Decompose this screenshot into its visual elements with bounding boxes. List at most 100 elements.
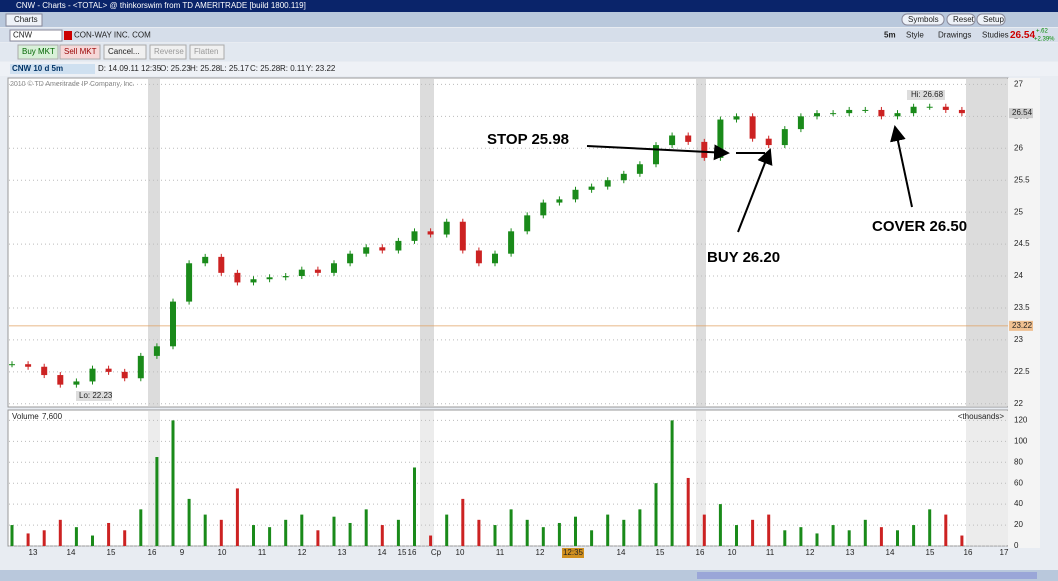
volume-bar <box>622 519 626 546</box>
order-button[interactable] <box>103 44 147 60</box>
volume-bar <box>493 525 497 546</box>
y-tick-label: 20 <box>1014 520 1023 529</box>
volume-bar <box>203 514 207 546</box>
arrow <box>890 125 913 208</box>
order-button[interactable] <box>149 44 187 60</box>
candle <box>733 116 740 120</box>
lo-label: Lo: 22.23 <box>79 391 113 400</box>
volume-bar <box>654 483 658 546</box>
candle <box>958 109 965 114</box>
session-shade <box>696 79 706 406</box>
volume-bar <box>928 509 932 546</box>
order-button[interactable] <box>189 44 225 60</box>
status-bar <box>0 570 1058 581</box>
info-bar <box>0 62 1058 76</box>
y-tick-label: 25.5 <box>1014 175 1030 184</box>
volume-bar <box>606 514 610 546</box>
candle <box>781 129 788 146</box>
candle <box>89 368 96 382</box>
candle <box>604 180 611 187</box>
x-tick-label: 14 <box>67 548 76 557</box>
order-button[interactable] <box>59 44 101 60</box>
volume-bar <box>187 498 191 546</box>
title-bar <box>0 0 1058 12</box>
candle <box>701 141 708 158</box>
candle <box>427 231 434 235</box>
window-button[interactable] <box>976 13 1006 26</box>
volume-bar <box>332 516 336 546</box>
candle <box>379 247 386 251</box>
candle <box>636 164 643 174</box>
window-button-label: Symbols <box>908 15 939 24</box>
info-field: R: 0.11 <box>280 64 306 73</box>
candle <box>765 138 772 146</box>
x-tick-label: 16 <box>408 548 417 557</box>
volume-title: Volume <box>12 412 39 421</box>
candle <box>121 371 128 379</box>
volume-bar <box>348 522 352 546</box>
volume-bar <box>686 477 690 546</box>
candle <box>588 186 595 190</box>
candle <box>572 189 579 200</box>
info-field: O: 25.23 <box>160 64 191 73</box>
x-tick-label: 17 <box>1000 548 1009 557</box>
y-tick-label: 0 <box>1014 541 1019 550</box>
candle <box>556 199 563 203</box>
order-bar <box>0 43 1058 61</box>
volume-bar <box>896 530 899 546</box>
candle <box>669 135 676 146</box>
change-pct: +2.39% <box>1034 37 1055 43</box>
x-tick-label: 11 <box>258 548 267 557</box>
order-button[interactable] <box>17 44 59 60</box>
order-button-label: Sell MKT <box>64 47 97 56</box>
candle <box>363 247 370 254</box>
candle <box>524 215 531 232</box>
volume-bar <box>541 527 545 546</box>
x-tick-label: 10 <box>728 548 737 557</box>
info-field: Y: 23.22 <box>306 64 336 73</box>
candle <box>73 381 80 385</box>
y-tick-label: 80 <box>1014 457 1023 466</box>
interval[interactable]: 5m <box>884 31 896 40</box>
y-tick-label: 23 <box>1014 335 1023 344</box>
x-tick-label: 14 <box>886 548 895 557</box>
candle <box>282 276 289 278</box>
candle <box>508 231 515 254</box>
candle <box>685 135 692 142</box>
x-tick-label: 10 <box>456 548 465 557</box>
style-button[interactable]: Style <box>906 31 924 40</box>
x-tick-label: 10 <box>218 548 227 557</box>
volume-bar <box>847 530 851 546</box>
volume-bar <box>912 525 916 546</box>
candle <box>749 116 756 139</box>
tab[interactable] <box>5 13 43 27</box>
y-tick-label: 22.5 <box>1014 367 1030 376</box>
prev-close-box <box>1009 320 1033 331</box>
drawings-button[interactable]: Drawings <box>938 31 971 40</box>
x-tick-label: 15 <box>107 548 116 557</box>
x-tick-label: 16 <box>696 548 705 557</box>
volume-bar <box>574 516 577 546</box>
window-title: CNW - Charts - <TOTAL> @ thinkorswim fro… <box>16 1 306 10</box>
candle <box>878 109 885 117</box>
x-tick-label: 16 <box>964 548 973 557</box>
x-tick-label: 11 <box>766 548 775 557</box>
order-button-label: Cancel... <box>108 47 140 56</box>
symbol-box[interactable] <box>9 29 63 42</box>
studies-button[interactable]: Studies <box>982 31 1009 40</box>
volume-bar <box>944 514 948 546</box>
candle <box>862 109 869 111</box>
window-button[interactable] <box>901 13 945 26</box>
volume-bar <box>670 420 674 546</box>
scrollbar[interactable] <box>697 572 1037 579</box>
window-button[interactable] <box>946 13 976 26</box>
x-tick-label: 13 <box>338 548 347 557</box>
candle <box>894 113 901 117</box>
volume-bar <box>58 519 62 546</box>
candle <box>331 263 337 273</box>
volume-bar <box>445 514 449 546</box>
volume-current: 7,600 <box>42 412 63 421</box>
candle <box>41 366 48 376</box>
volume-bar <box>74 527 78 546</box>
